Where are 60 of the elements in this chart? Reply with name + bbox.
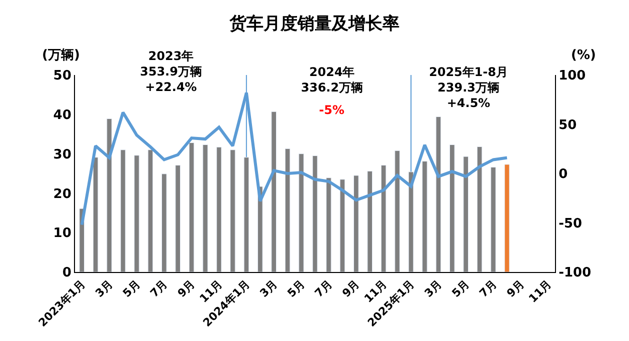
bar <box>298 154 304 272</box>
bar <box>380 164 386 272</box>
y2-tick-label: -100 <box>558 266 592 281</box>
x-tick-label: 9月 <box>175 278 198 300</box>
x-tick-label: 5月 <box>120 278 143 300</box>
annotation: -5% <box>319 103 344 117</box>
y2-tick-label: -50 <box>558 216 582 232</box>
bar <box>202 144 208 272</box>
bar <box>230 150 236 272</box>
x-tick-label: 7月 <box>148 278 170 300</box>
bar <box>106 118 112 272</box>
annotation: 2024年 336.2万辆 <box>301 65 363 95</box>
y2-tick-label: 50 <box>558 118 577 133</box>
annotation: 2025年1-8月 239.3万辆 +4.5% <box>429 65 508 110</box>
y-tick-label: 50 <box>53 68 72 84</box>
bar <box>353 175 359 272</box>
bar <box>476 146 482 272</box>
x-tick-label: 5月 <box>449 278 472 300</box>
y-tick-label: 30 <box>53 147 72 162</box>
bar <box>92 157 98 272</box>
y-tick-label: 40 <box>53 108 72 123</box>
bar <box>449 144 455 272</box>
bar <box>422 161 428 272</box>
x-tick-label: 3月 <box>92 278 116 300</box>
y-tick-label: 20 <box>53 186 72 202</box>
bar <box>326 178 332 272</box>
bar <box>463 156 469 272</box>
y-tick-label: 0 <box>62 266 72 281</box>
x-tick-label: 5月 <box>284 278 308 300</box>
bar <box>436 116 442 272</box>
y-axis-title: (万辆) <box>42 48 80 63</box>
bar <box>340 179 346 272</box>
y-tick-label: 10 <box>53 226 72 242</box>
y2-tick-label: 100 <box>558 68 586 84</box>
bar <box>394 150 400 272</box>
bar <box>271 111 277 272</box>
x-tick-label: 3月 <box>422 278 444 300</box>
bar <box>120 150 126 272</box>
x-tick-label: 9月 <box>504 278 527 300</box>
x-tick-label: 9月 <box>340 278 362 300</box>
bar <box>504 164 510 272</box>
chart-title: 货车月度销量及增长率 <box>228 14 400 34</box>
bar <box>367 170 373 272</box>
bar <box>244 157 250 272</box>
bar <box>134 155 140 272</box>
annotation: 2023年 353.9万辆 +22.4% <box>140 49 202 94</box>
bar <box>148 150 154 272</box>
x-tick-label: 3月 <box>257 278 280 300</box>
bar <box>161 174 167 272</box>
x-tick-label: 7月 <box>312 278 335 300</box>
y2-tick-label: 0 <box>558 167 568 182</box>
x-tick-label: 11月 <box>526 278 554 306</box>
bar <box>175 164 181 272</box>
bar <box>490 166 496 272</box>
bar <box>188 142 194 272</box>
bar <box>216 146 222 272</box>
bar <box>284 148 290 272</box>
bar <box>312 156 318 272</box>
x-tick-label: 7月 <box>476 278 500 300</box>
y2-axis-title: (%) <box>571 48 596 63</box>
